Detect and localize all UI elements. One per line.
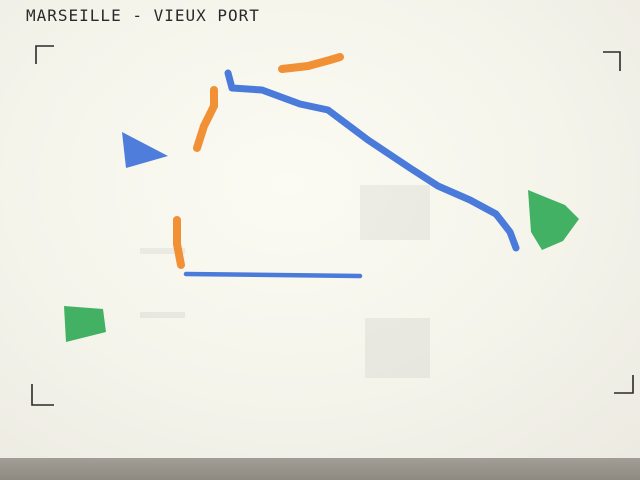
corner-mark-bottom-left	[31, 384, 54, 406]
table-surface	[0, 458, 640, 480]
corner-mark-bottom-right	[614, 375, 634, 394]
blue-triangle-marker	[122, 132, 168, 168]
corner-mark-top-right	[603, 51, 621, 71]
show-through-square-top	[360, 185, 430, 240]
show-through-square-bottom	[365, 318, 430, 378]
corner-mark-top-left	[35, 45, 54, 64]
green-shape-left	[64, 306, 106, 342]
green-shape-right	[528, 190, 579, 250]
show-through-bar-2	[140, 312, 185, 318]
blue-coastline-stroke	[224, 69, 520, 252]
orange-stroke-top	[278, 53, 344, 73]
orange-stroke-middle	[193, 86, 218, 152]
blue-quay-line	[183, 271, 363, 279]
show-through-bar	[140, 248, 185, 254]
corner-marks	[31, 45, 634, 406]
show-through-marks	[140, 185, 430, 378]
orange-stroke-lower	[173, 216, 185, 269]
map-title: MARSEILLE - VIEUX PORT	[26, 6, 260, 25]
